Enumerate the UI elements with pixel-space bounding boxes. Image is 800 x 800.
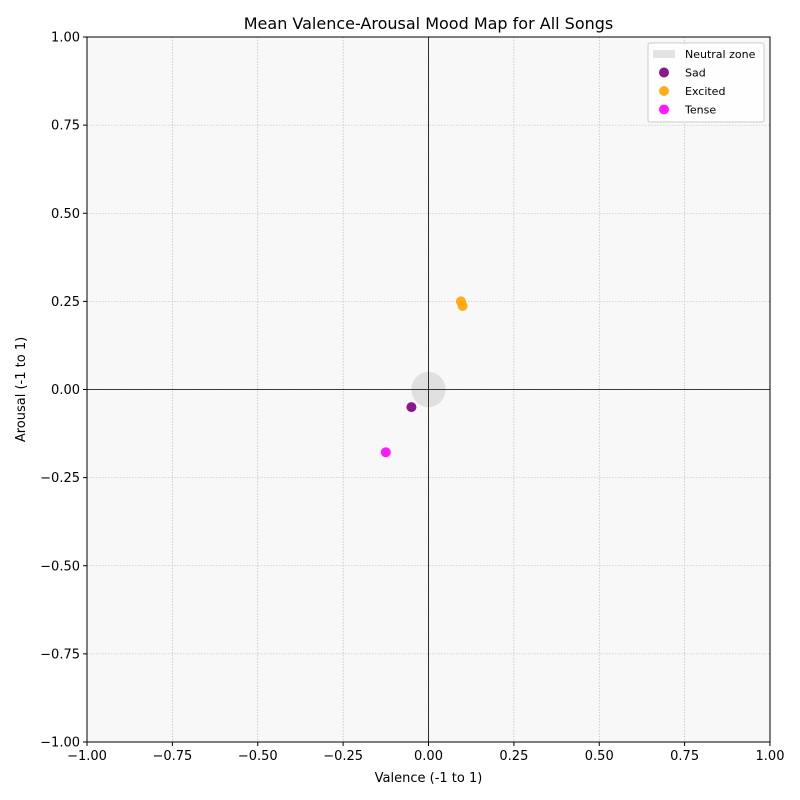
x-tick-label-1: −0.75: [152, 749, 192, 764]
x-tick-label-2: −0.50: [238, 749, 278, 764]
point-sad-0: [406, 402, 417, 413]
y-tick-label-4: 0.00: [51, 383, 80, 398]
legend-swatch-neutral-zone: [653, 50, 675, 58]
legend-swatch-tense: [659, 104, 669, 115]
legend-box: [647, 42, 765, 123]
legend: Neutral zone Sad Excited Tense: [647, 42, 765, 123]
x-tick-label-8: 1.00: [756, 749, 785, 764]
point-excited-1: [457, 300, 468, 311]
x-tick-label-5: 0.25: [499, 749, 528, 764]
x-tick-label-0: −1.00: [67, 749, 107, 764]
y-axis-label: Arousal (-1 to 1): [14, 337, 29, 442]
y-tick-label-6: 0.50: [51, 207, 80, 222]
data-points: [380, 296, 468, 458]
legend-label-neutral-zone: Neutral zone: [685, 48, 756, 61]
legend-label-excited: Excited: [685, 85, 725, 98]
y-tick-label-1: −0.75: [40, 647, 80, 662]
x-axis-label: Valence (-1 to 1): [375, 771, 483, 786]
y-tick-label-0: −1.00: [40, 736, 80, 751]
axis-lines: [87, 37, 770, 742]
legend-label-sad: Sad: [685, 67, 706, 80]
y-tick-label-8: 1.00: [51, 31, 80, 46]
x-tick-label-4: 0.00: [414, 749, 443, 764]
legend-swatch-excited: [659, 86, 669, 96]
y-tick-label-3: −0.25: [40, 471, 80, 486]
y-tick-label-7: 0.75: [51, 119, 80, 134]
point-tense-0: [380, 447, 391, 458]
x-tick-label-3: −0.25: [323, 749, 363, 764]
legend-swatch-sad: [659, 67, 669, 78]
y-tick-label-5: 0.25: [51, 295, 80, 310]
y-axis-ticks: −1.00 −0.75 −0.50 −0.25 0.00 0.25 0.50 0.75 1.00: [40, 31, 87, 751]
legend-label-tense: Tense: [684, 104, 716, 117]
y-tick-label-2: −0.50: [40, 559, 80, 574]
chart-title: Mean Valence-Arousal Mood Map for All So…: [244, 14, 614, 33]
x-tick-label-7: 0.75: [670, 749, 699, 764]
x-tick-label-6: 0.50: [585, 749, 614, 764]
x-axis-ticks: −1.00 −0.75 −0.50 −0.25 0.00 0.25 0.50 0.75 1.00: [67, 742, 784, 764]
